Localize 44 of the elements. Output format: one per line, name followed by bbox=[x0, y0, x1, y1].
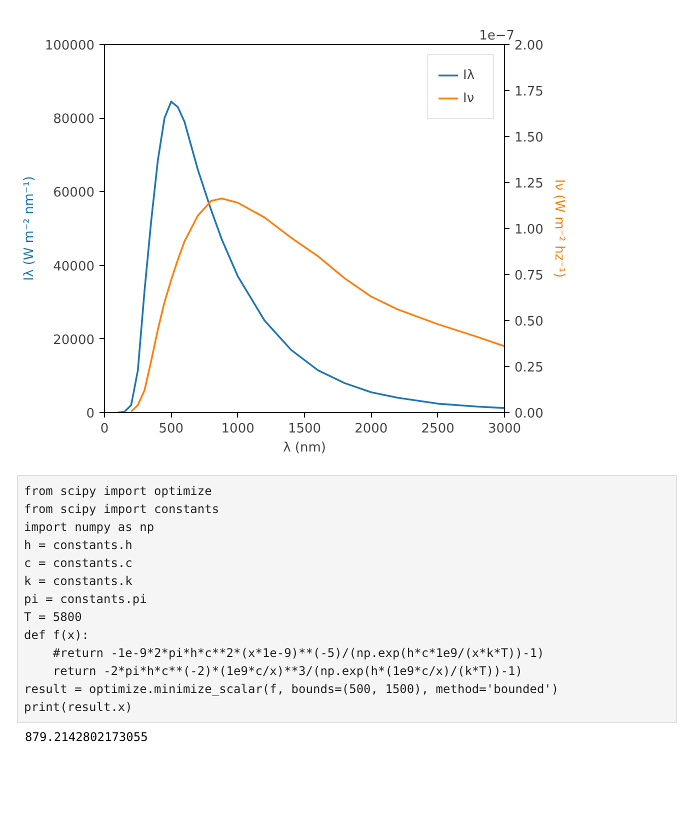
x-tick-label: 1000 bbox=[221, 422, 254, 436]
y2-tick-label: 0.75 bbox=[514, 268, 544, 284]
y2-axis-title: Iν (W m⁻² hz⁻¹) bbox=[551, 179, 566, 278]
y-tick-label: 80000 bbox=[53, 112, 95, 128]
text: T = 5800 bbox=[24, 610, 82, 624]
y-tick-label: 20000 bbox=[53, 332, 95, 348]
text: import numpy as np bbox=[24, 520, 154, 534]
text: from scipy import optimize bbox=[24, 484, 212, 498]
text: #return -1e-9*2*pi*h*c**2*(x*1e-9)**(-5)/(np.exp(h*c*1e9/(x*k*T))-1) bbox=[52, 646, 544, 660]
text: h = constants.h bbox=[24, 538, 132, 552]
text: print(result.x) bbox=[24, 700, 132, 714]
x-tick-label: 2000 bbox=[354, 422, 388, 436]
x-tick-label: 1500 bbox=[288, 422, 322, 436]
y-tick-label: 100000 bbox=[44, 38, 95, 54]
y-axis-title: Iλ (W m⁻² nm⁻¹) bbox=[22, 176, 37, 281]
y2-tick-label: 0.50 bbox=[514, 314, 544, 330]
text: from scipy import constants bbox=[24, 502, 220, 516]
y2-tick-label: 1.00 bbox=[514, 222, 544, 238]
y-tick-label: 60000 bbox=[53, 186, 95, 201]
x-tick-label: 0 bbox=[100, 422, 109, 436]
text: c = constants.c bbox=[24, 556, 132, 570]
text: result = optimize.minimize_scalar(f, bounds=(500, 1500), method='bounded') bbox=[24, 682, 559, 696]
y2-tick-label: 0.00 bbox=[514, 406, 544, 422]
text: k = constants.k bbox=[24, 574, 132, 588]
y2-tick-label: 1.75 bbox=[514, 84, 544, 100]
text: pi = constants.pi bbox=[24, 592, 147, 606]
y2-tick-label: 0.25 bbox=[514, 360, 544, 376]
text: def f(x): bbox=[24, 628, 90, 642]
x-tick-label: 3000 bbox=[488, 422, 522, 436]
y-tick-label: 0 bbox=[86, 406, 95, 422]
text: 1e−7 bbox=[479, 28, 515, 44]
y-tick-label: 40000 bbox=[53, 259, 95, 274]
text: return -2*pi*h*c**(-2)*(1e9*c/x)**3/(np.exp(h*(1e9*c/x)/(k*T))-1) bbox=[52, 664, 522, 678]
x-tick-label: 2500 bbox=[421, 422, 454, 436]
x-tick-label: 500 bbox=[158, 422, 184, 436]
line-series bbox=[130, 198, 504, 412]
y2-tick-label: 1.25 bbox=[514, 176, 544, 192]
text: 879.2142802173055 bbox=[25, 729, 149, 746]
legend-label: Iν bbox=[463, 90, 476, 106]
legend-label: Iλ bbox=[463, 68, 476, 82]
line-series bbox=[116, 100, 504, 412]
y2-tick-label: 1.50 bbox=[514, 130, 544, 146]
y2-tick-label: 2.00 bbox=[514, 38, 544, 54]
x-axis-title: λ (nm) bbox=[283, 440, 326, 456]
